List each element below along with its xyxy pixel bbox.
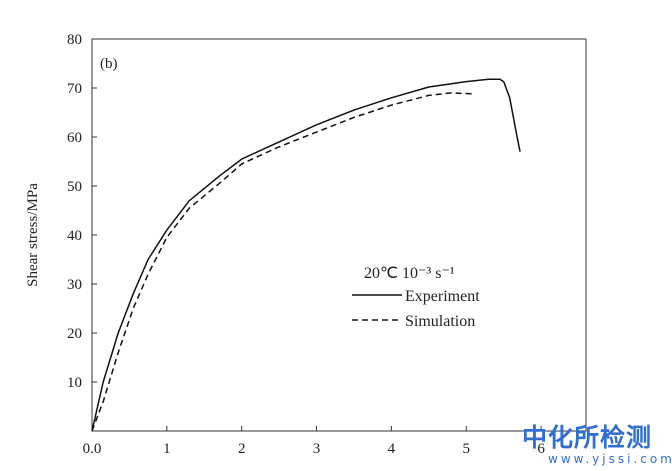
x-tick-label: 4 [388,441,396,457]
plot-frame [91,38,587,432]
legend-entry-simulation: Simulation [405,313,475,330]
y-axis-ticks: 10 20 30 40 50 60 70 80 [67,32,97,391]
y-tick-label: 50 [67,179,82,195]
y-tick-label: 20 [67,326,82,342]
y-tick-label: 10 [67,375,82,391]
watermark-logo-text: 中化所检测 [522,423,653,452]
x-tick-label: 5 [462,441,470,457]
panel-label: (b) [100,56,118,72]
x-tick-label: 1 [163,441,171,457]
series-layer [91,78,521,432]
y-tick-label: 70 [67,81,82,97]
x-tick-label: 2 [238,441,246,457]
y-tick-label: 60 [67,130,82,146]
series-line-simulation [91,92,474,432]
y-tick-label: 40 [67,228,82,244]
y-axis-title: Shear stress/MPa [25,183,41,287]
x-tick-label: 6 [537,441,545,457]
x-tick-label: 0.0 [83,441,102,457]
y-tick-label: 30 [67,277,82,293]
legend: 20℃ 10⁻³ s⁻¹ Experiment Simulation [352,265,480,330]
y-tick-label: 80 [67,32,82,48]
legend-title: 20℃ 10⁻³ s⁻¹ [364,265,455,282]
x-axis-ticks: 0.0 1 2 3 4 5 6 [83,426,545,457]
watermark-url: www.yjssi.com [548,452,672,466]
series-line-experiment [91,78,521,432]
legend-entry-experiment: Experiment [405,288,480,305]
x-tick-label: 3 [313,441,321,457]
